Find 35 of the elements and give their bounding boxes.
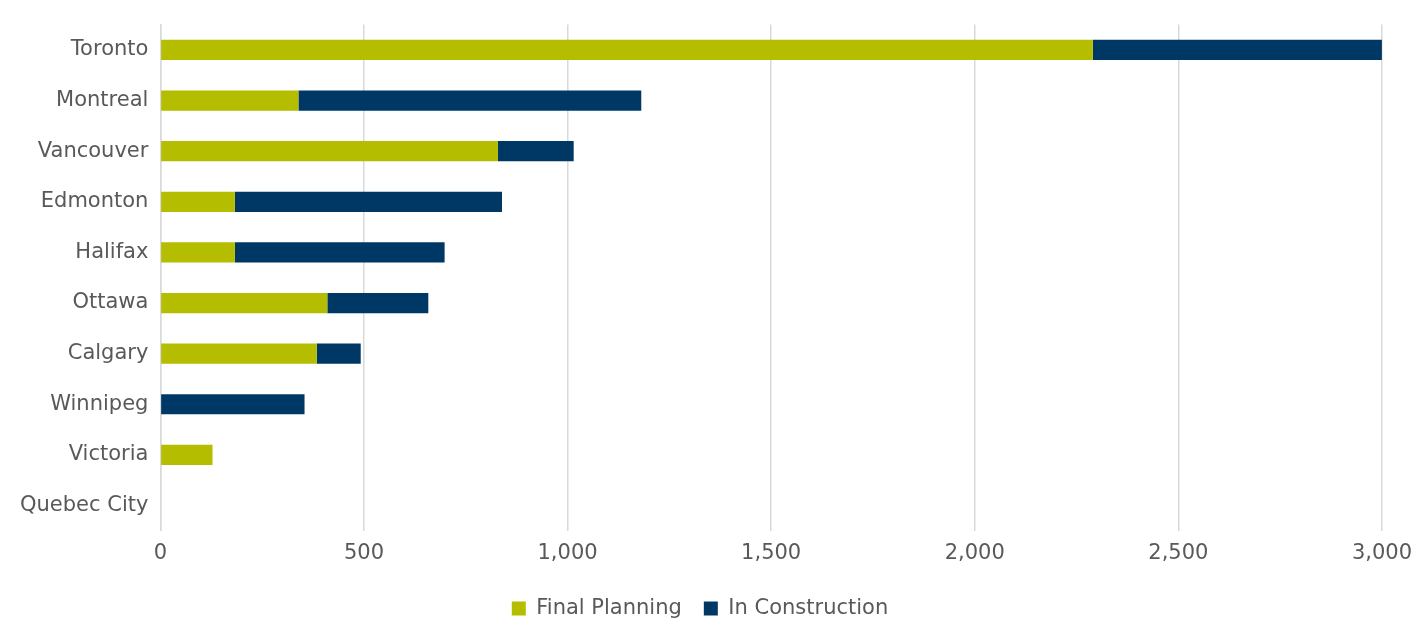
bar: [298, 90, 642, 111]
x-tick-label: 2,000: [944, 539, 1005, 564]
x-tick-label: 2,500: [1148, 539, 1209, 564]
x-tick-label: 0: [153, 539, 168, 564]
bar: [161, 242, 235, 263]
bar: [1092, 39, 1382, 61]
bar: [497, 141, 574, 162]
bar: [316, 343, 361, 364]
x-tick-label: 500: [343, 539, 385, 564]
y-tick-label: Edmonton: [40, 188, 149, 213]
x-tick-label: 1,000: [537, 539, 598, 564]
bar: [161, 444, 213, 465]
y-tick-label: Ottawa: [72, 289, 149, 314]
x-tick-label: 3,000: [1351, 539, 1412, 564]
y-tick-label: Quebec City: [20, 491, 149, 516]
bar: [161, 90, 299, 111]
bar: [161, 141, 498, 162]
bar: [234, 191, 503, 212]
y-tick-label: Vancouver: [37, 137, 149, 162]
y-tick-label: Winnipeg: [50, 390, 149, 415]
bar: [161, 292, 328, 314]
bar: [234, 242, 445, 263]
bar: [161, 394, 305, 415]
bar: [161, 39, 1093, 61]
x-tick-label: 1,500: [741, 539, 802, 564]
bar: [161, 191, 235, 212]
y-tick-label: Victoria: [68, 441, 149, 466]
y-tick-label: Toronto: [69, 36, 149, 61]
legend-label: In Construction: [728, 594, 889, 619]
y-tick-label: Halifax: [75, 238, 149, 263]
bar: [327, 292, 429, 314]
bar: [161, 343, 317, 364]
y-tick-label: Calgary: [67, 340, 149, 365]
y-tick-label: Montreal: [56, 86, 149, 111]
legend-label: Final Planning: [536, 594, 682, 619]
